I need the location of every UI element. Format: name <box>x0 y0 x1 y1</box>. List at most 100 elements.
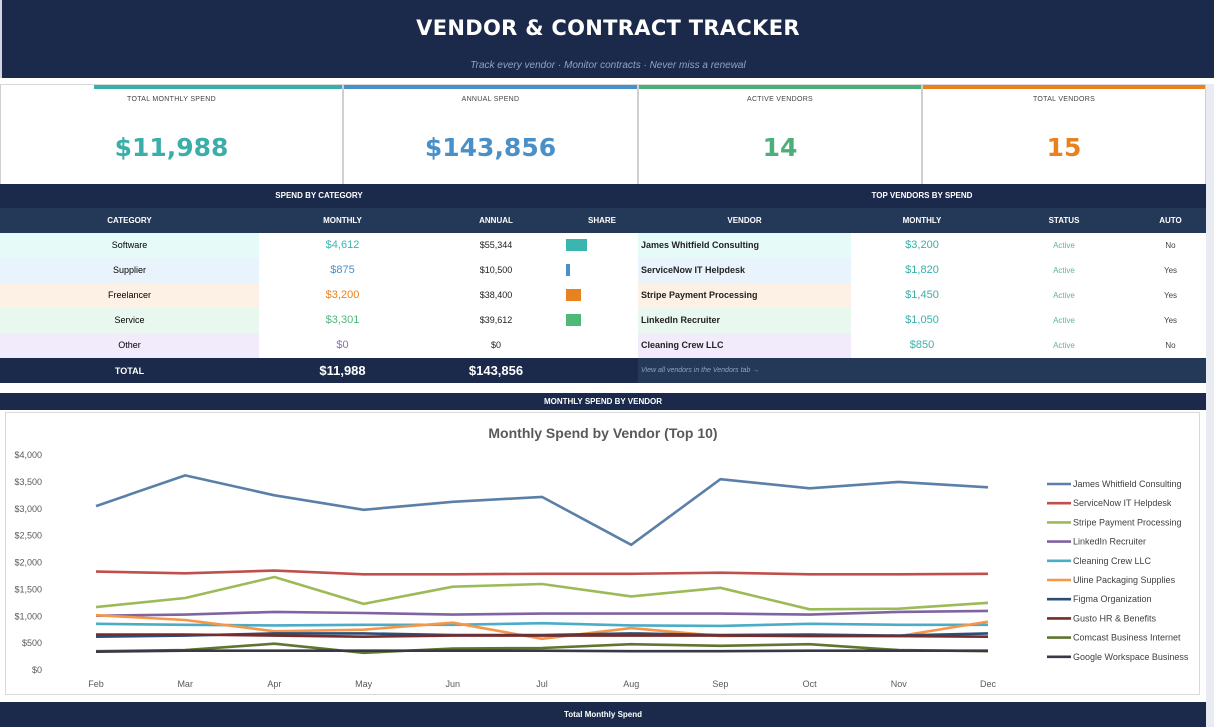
vendor-status: Active <box>1053 266 1075 275</box>
column-header: ANNUAL <box>479 216 513 225</box>
table-row: LinkedIn Recruiter $1,050 Active Yes <box>638 308 1206 333</box>
category-column-headers: CATEGORY MONTHLY ANNUAL SHARE <box>0 208 638 233</box>
legend-label: LinkedIn Recruiter <box>1073 537 1146 547</box>
table-row: Stripe Payment Processing $1,450 Active Yes <box>638 283 1206 308</box>
x-tick-label: Feb <box>88 679 104 689</box>
kpi-accent-bar <box>639 85 921 89</box>
category-share <box>566 308 638 333</box>
category-monthly: $0 <box>336 339 349 351</box>
column-header: CATEGORY <box>107 216 152 225</box>
category-panel-title: SPEND BY CATEGORY <box>0 184 638 208</box>
share-bar <box>566 289 581 301</box>
vendor-status: Active <box>1053 341 1075 350</box>
share-bar <box>566 264 570 276</box>
category-share <box>566 233 638 258</box>
legend-label: Cleaning Crew LLC <box>1073 556 1152 566</box>
category-annual: $39,612 <box>479 315 513 325</box>
legend-label: Gusto HR & Benefits <box>1073 613 1157 623</box>
vendor-panel-title: TOP VENDORS BY SPEND <box>638 184 1206 208</box>
y-tick-label: $1,000 <box>14 611 42 621</box>
series-line-4 <box>95 609 989 617</box>
share-bar <box>566 239 587 251</box>
category-monthly: $4,612 <box>325 239 360 251</box>
category-monthly: $3,301 <box>325 314 360 326</box>
x-tick-label: May <box>355 679 373 689</box>
table-row: Freelancer $3,200 $38,400 <box>0 283 638 308</box>
x-tick-label: Oct <box>803 679 818 689</box>
x-tick-label: Sep <box>712 679 728 689</box>
category-total-row: TOTAL $11,988 $143,856 <box>0 358 638 383</box>
category-name: Service <box>0 308 259 333</box>
kpi-active-vendors: ACTIVE VENDORS 14 <box>638 85 922 185</box>
series-line-10 <box>95 649 988 653</box>
series-line-2 <box>95 569 989 576</box>
y-tick-label: $0 <box>32 665 42 675</box>
kpi-total-monthly-spend: TOTAL MONTHLY SPEND $11,988 <box>0 85 343 185</box>
vendor-monthly: $1,450 <box>905 289 939 301</box>
y-tick-label: $3,500 <box>14 477 42 487</box>
vendor-name: ServiceNow IT Helpdesk <box>638 258 851 283</box>
legend-label: Google Workspace Business <box>1073 652 1189 662</box>
chart-container: Monthly Spend by Vendor (Top 10) $0 $500 $1… <box>5 412 1200 695</box>
chart-title: Monthly Spend by Vendor (Top 10) <box>488 425 717 441</box>
y-tick-label: $500 <box>22 638 42 648</box>
category-name: Freelancer <box>0 283 259 308</box>
table-row: James Whitfield Consulting $3,200 Active No <box>638 233 1206 258</box>
x-tick-label: Nov <box>891 679 908 689</box>
vendor-auto: Yes <box>1163 291 1178 300</box>
legend-label: Comcast Business Internet <box>1073 633 1181 643</box>
series-line-8 <box>96 633 989 638</box>
kpi-row: TOTAL MONTHLY SPEND $11,988 ANNUAL SPEND… <box>0 84 1214 185</box>
series-line-3 <box>95 575 989 611</box>
series-line-9 <box>95 642 989 655</box>
kpi-accent-bar <box>923 85 1205 89</box>
vendor-auto: Yes <box>1163 316 1178 325</box>
vendor-auto: Yes <box>1163 266 1178 275</box>
vendor-monthly: $1,820 <box>905 264 939 276</box>
page-subtitle: Track every vendor · Monitor contracts ·… <box>470 60 746 71</box>
total-annual: $143,856 <box>468 363 524 378</box>
vendor-monthly: $3,200 <box>905 239 939 251</box>
x-tick-label: Dec <box>980 679 997 689</box>
legend-label: James Whitfield Consulting <box>1073 479 1182 489</box>
series-line-5 <box>95 621 988 628</box>
legend-label: Stripe Payment Processing <box>1073 517 1182 527</box>
vendor-monthly: $1,050 <box>905 314 939 326</box>
vendor-status: Active <box>1053 316 1075 325</box>
column-header: MONTHLY <box>902 216 942 225</box>
vendor-monthly: $850 <box>909 339 935 351</box>
category-share <box>566 258 638 283</box>
x-tick-label: Jun <box>446 679 461 689</box>
legend-label: Figma Organization <box>1073 594 1152 604</box>
vendor-auto: No <box>1165 341 1176 350</box>
vendor-name: Cleaning Crew LLC <box>638 333 851 358</box>
table-row: Other $0 $0 <box>0 333 638 358</box>
kpi-value: $11,988 <box>114 133 229 162</box>
kpi-accent-bar <box>94 85 342 89</box>
x-tick-label: Aug <box>623 679 639 689</box>
column-header: MONTHLY <box>323 216 362 225</box>
vendor-column-headers: VENDOR MONTHLY STATUS AUTO <box>638 208 1206 233</box>
category-annual: $55,344 <box>479 240 513 250</box>
column-header: STATUS <box>1048 216 1080 225</box>
x-tick-label: Apr <box>267 679 281 689</box>
vendor-table: James Whitfield Consulting $3,200 Active No… <box>638 233 1206 358</box>
category-annual: $38,400 <box>479 290 513 300</box>
legend-label: Uline Packaging Supplies <box>1073 575 1176 585</box>
y-tick-label: $2,000 <box>14 558 42 568</box>
category-name: Software <box>0 233 259 258</box>
total-label: TOTAL <box>114 365 145 376</box>
column-header: VENDOR <box>727 216 762 225</box>
category-share <box>566 283 638 308</box>
column-header: SHARE <box>587 216 616 225</box>
category-annual: $10,500 <box>479 265 513 275</box>
category-table: Software $4,612 $55,344 Supplier $875 $10,500… <box>0 233 638 358</box>
footer-section-title: Total Monthly Spend <box>0 702 1206 727</box>
x-tick-label: Mar <box>177 679 193 689</box>
category-monthly: $875 <box>330 264 355 276</box>
series-line-1 <box>95 474 989 547</box>
category-name: Other <box>0 333 259 358</box>
view-all-vendors-link[interactable]: View all vendors in the Vendors tab → <box>638 358 1206 383</box>
vendor-status: Active <box>1053 241 1075 250</box>
kpi-label: ANNUAL SPEND <box>461 96 520 103</box>
